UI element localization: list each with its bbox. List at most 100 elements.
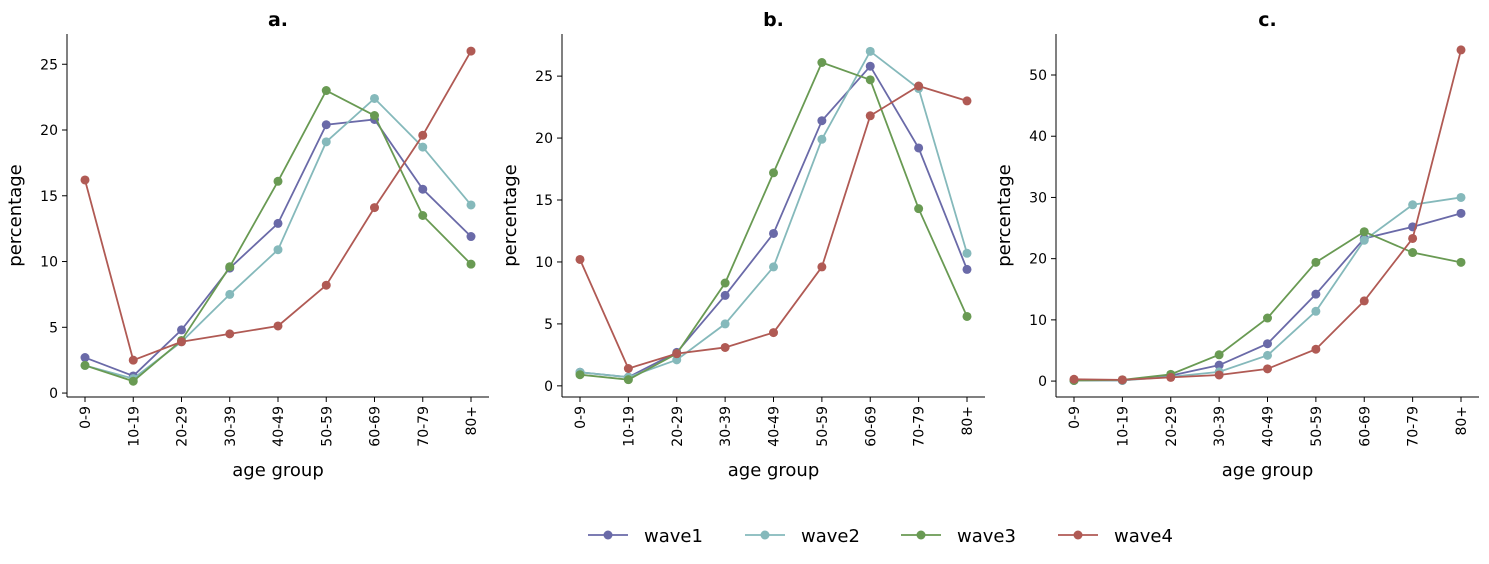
x-tick-label: 60-69 <box>863 406 879 447</box>
data-point-wave3 <box>769 168 778 178</box>
data-point-wave4 <box>914 81 924 91</box>
data-point-wave1 <box>817 116 827 126</box>
y-tick-label: 40 <box>1029 129 1047 145</box>
data-point-wave4 <box>1117 375 1127 385</box>
x-tick-label: 40-49 <box>1261 406 1277 447</box>
x-tick-label: 0-9 <box>78 406 94 429</box>
y-tick-label: 10 <box>40 255 58 271</box>
legend-entry-wave3: wave3 <box>901 526 1016 547</box>
series-line-wave3 <box>84 89 472 383</box>
legend: wave1 wave2 wave3 wave4 <box>588 526 1173 547</box>
data-point-wave1 <box>914 143 924 153</box>
data-point-wave3 <box>817 57 827 67</box>
data-point-wave2 <box>273 245 283 255</box>
y-tick-label: 20 <box>40 123 58 139</box>
data-point-wave1 <box>865 61 875 71</box>
data-point-wave1 <box>273 218 283 228</box>
series-wave4 <box>1069 45 1466 385</box>
panel-title: a. <box>268 9 288 31</box>
data-point-wave2 <box>466 200 476 210</box>
series-wave4 <box>575 81 972 374</box>
series-line-wave4 <box>84 50 472 362</box>
x-tick-label: 50-59 <box>1309 406 1325 447</box>
y-axis-label: percentage <box>994 164 1015 266</box>
data-point-wave3 <box>370 111 379 121</box>
data-point-wave4 <box>1359 296 1369 306</box>
data-point-wave4 <box>817 262 827 272</box>
data-point-wave3 <box>914 204 924 214</box>
data-point-wave1 <box>418 184 428 194</box>
data-point-wave4 <box>128 355 138 365</box>
series-wave3 <box>1069 227 1466 385</box>
x-axis-label: age group <box>1222 460 1314 481</box>
legend-label: wave1 <box>644 526 703 547</box>
y-tick-label: 20 <box>535 131 553 147</box>
data-point-wave4 <box>273 321 283 331</box>
data-point-wave4 <box>177 337 186 347</box>
data-point-wave2 <box>1359 235 1369 245</box>
data-point-wave3 <box>1311 257 1321 267</box>
x-tick-label: 50-59 <box>815 406 831 447</box>
data-point-wave2 <box>720 319 730 329</box>
data-point-wave3 <box>623 375 633 385</box>
data-point-wave2 <box>962 248 972 258</box>
y-tick-label: 10 <box>1029 313 1047 329</box>
y-tick-label: 30 <box>1029 190 1047 206</box>
data-point-wave2 <box>225 289 235 299</box>
data-point-wave4 <box>1408 233 1418 243</box>
data-point-wave3 <box>128 376 138 386</box>
x-tick-label: 60-69 <box>368 406 384 447</box>
data-point-wave2 <box>418 142 428 152</box>
x-tick-label: 80+ <box>1454 406 1470 436</box>
data-point-wave2 <box>769 262 778 272</box>
data-point-wave4 <box>1069 374 1079 384</box>
series-wave3 <box>80 86 476 386</box>
x-tick-label: 70-79 <box>416 406 432 447</box>
x-tick-label: 30-39 <box>223 406 239 447</box>
y-axis-label: percentage <box>500 164 521 266</box>
legend-label: wave3 <box>957 526 1016 547</box>
data-point-wave3 <box>418 211 428 220</box>
legend-entry-wave1: wave1 <box>588 526 703 547</box>
x-tick-label: 0-9 <box>573 406 589 429</box>
data-point-wave2 <box>1456 192 1466 202</box>
x-tick-label: 10-19 <box>126 406 142 447</box>
legend-entry-wave4: wave4 <box>1058 526 1173 547</box>
y-tick-label: 15 <box>535 193 553 209</box>
data-point-wave1 <box>1263 339 1272 349</box>
data-point-wave2 <box>865 46 875 56</box>
data-point-wave3 <box>865 75 875 85</box>
series-wave3 <box>575 57 972 385</box>
data-point-wave3 <box>1359 227 1369 237</box>
legend-entry-wave2: wave2 <box>745 526 860 547</box>
data-point-wave2 <box>1408 200 1418 210</box>
data-point-wave4 <box>575 254 585 264</box>
data-point-wave4 <box>623 364 633 374</box>
legend-label: wave2 <box>801 526 860 547</box>
x-axis-label: age group <box>728 460 820 481</box>
data-point-wave4 <box>80 175 90 185</box>
x-tick-label: 20-29 <box>175 406 191 447</box>
data-point-wave2 <box>321 137 331 147</box>
data-point-wave4 <box>720 342 730 352</box>
panel-2: b. 0 5 10 15 20 25 0-9 10-19 20-29 30-39 40-49 50-59… <box>500 9 985 481</box>
panel-title: c. <box>1258 9 1276 31</box>
series-line-wave2 <box>84 97 472 380</box>
data-point-wave3 <box>1214 350 1224 360</box>
y-tick-label: 25 <box>40 57 58 73</box>
y-tick-label: 5 <box>49 320 58 336</box>
data-point-wave3 <box>1263 313 1272 323</box>
series-line-wave4 <box>579 85 968 370</box>
data-point-wave1 <box>177 325 186 335</box>
data-point-wave1 <box>321 120 331 130</box>
x-tick-label: 10-19 <box>621 406 637 447</box>
y-tick-label: 0 <box>49 386 58 402</box>
legend-label: wave4 <box>1114 526 1173 547</box>
x-tick-label: 0-9 <box>1067 406 1083 429</box>
data-point-wave2 <box>370 93 379 103</box>
data-point-wave3 <box>80 360 90 370</box>
x-tick-label: 40-49 <box>767 406 783 447</box>
data-point-wave1 <box>1456 208 1466 218</box>
series-wave2 <box>1069 192 1466 385</box>
